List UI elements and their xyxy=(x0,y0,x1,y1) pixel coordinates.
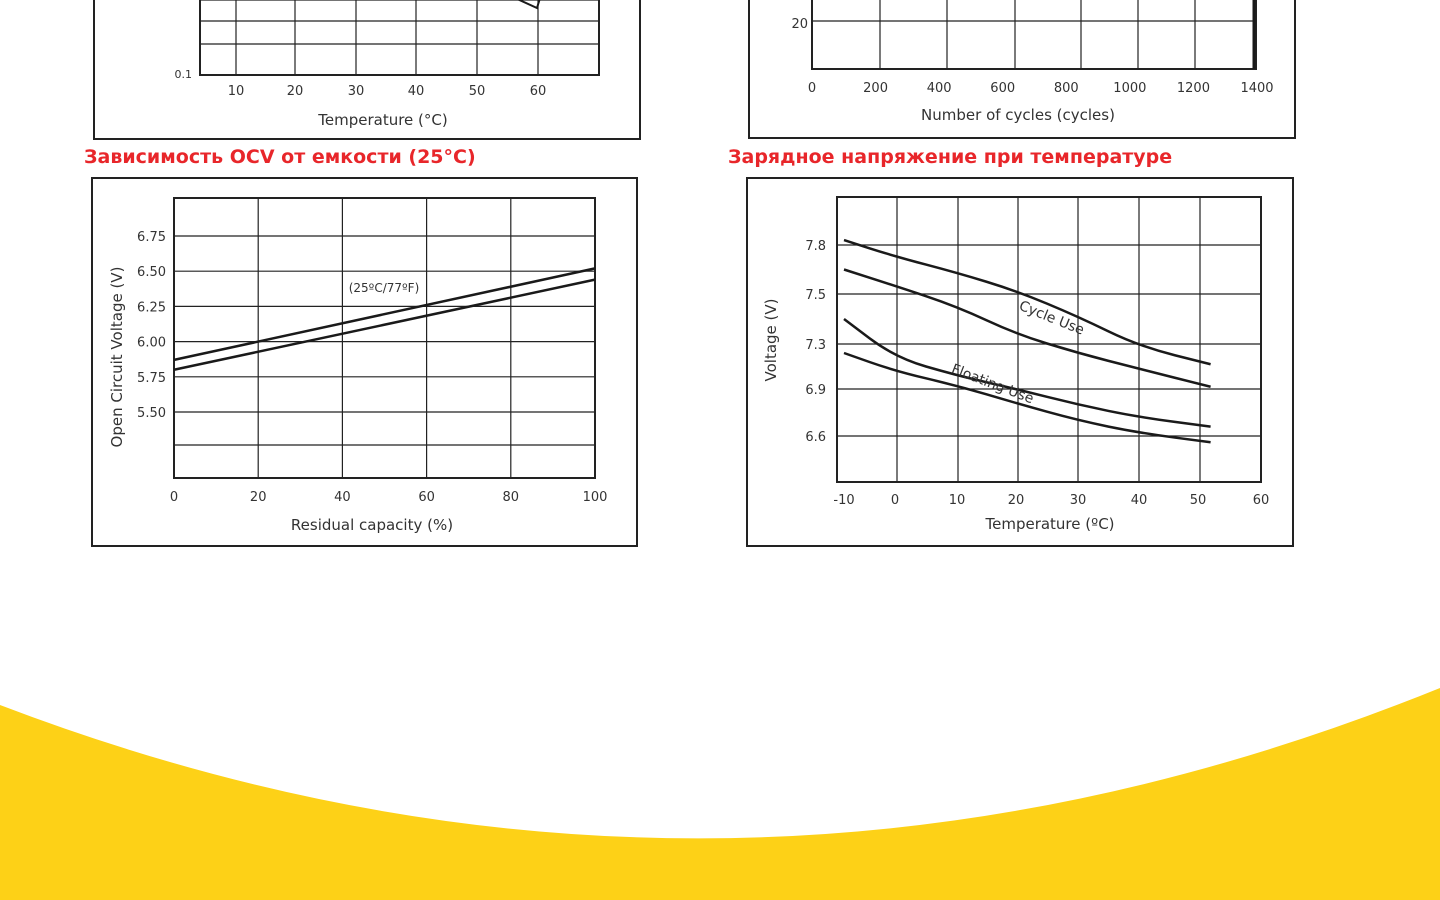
ocv-curve-1 xyxy=(173,267,596,362)
y-tick-label: 7.5 xyxy=(805,288,826,303)
curve-annotation: (25ºC/77ºF) xyxy=(349,281,420,295)
x-tick-label: 800 xyxy=(1054,81,1079,96)
y-tick-label: 20 xyxy=(791,17,808,32)
y-tick-label: 6.25 xyxy=(137,300,166,315)
x-tick-label: 60 xyxy=(418,490,435,505)
x-tick-label: 30 xyxy=(1070,493,1087,508)
x-tick-label: 80 xyxy=(503,490,520,505)
x-tick-label: 30 xyxy=(348,84,365,99)
y-axis-label: Open Circuit Voltage (V) xyxy=(108,267,126,448)
plot-border xyxy=(811,0,1257,70)
y-tick-label: 0.1 xyxy=(175,68,193,81)
x-axis-label: Temperature (°C) xyxy=(317,111,447,129)
temperature-chart: 10 20 30 40 50 60 0.1 Temperature (°C) xyxy=(175,0,600,129)
y-tick-label: 6.9 xyxy=(805,383,826,398)
x-tick-label: 0 xyxy=(808,81,816,96)
temperature-chart-frame xyxy=(93,0,641,140)
ocv-curve-2 xyxy=(173,278,596,371)
y-tick-label: 6.75 xyxy=(137,230,166,245)
plot-border xyxy=(836,196,1262,483)
voltage-curve-1 xyxy=(843,238,1211,366)
charge-voltage-chart: -10 0 10 20 30 40 50 60 6.6 6.9 7.3 7.5 7.8 Cycle Use… xyxy=(762,196,1270,533)
x-tick-label: 20 xyxy=(250,490,267,505)
y-tick-label: 6.00 xyxy=(137,336,166,351)
y-axis-label: Voltage (V) xyxy=(762,299,780,382)
x-tick-label: 20 xyxy=(1008,493,1025,508)
x-tick-label: 50 xyxy=(469,84,486,99)
x-axis-label: Temperature (ºC) xyxy=(984,515,1114,533)
y-tick-label: 7.8 xyxy=(805,239,826,254)
x-tick-label: 40 xyxy=(1131,493,1148,508)
x-tick-label: 0 xyxy=(170,490,178,505)
charge-voltage-chart-title: Зарядное напряжение при температуре xyxy=(728,146,1173,168)
x-tick-label: 1400 xyxy=(1240,81,1273,96)
x-tick-label: 10 xyxy=(228,84,245,99)
voltage-curve-3 xyxy=(843,318,1211,428)
x-tick-label: 60 xyxy=(530,84,547,99)
x-tick-label: 600 xyxy=(990,81,1015,96)
y-tick-label: 6.50 xyxy=(137,265,166,280)
plot-border xyxy=(173,197,596,479)
x-tick-label: 400 xyxy=(927,81,952,96)
ocv-chart-frame xyxy=(91,177,638,547)
x-axis-label: Number of cycles (cycles) xyxy=(921,106,1115,124)
x-tick-label: 100 xyxy=(583,490,608,505)
x-tick-label: 0 xyxy=(891,493,899,508)
x-tick-label: 40 xyxy=(334,490,351,505)
plot-border xyxy=(199,0,600,76)
x-tick-label: 10 xyxy=(949,493,966,508)
x-tick-label: 1200 xyxy=(1177,81,1210,96)
voltage-curve-2 xyxy=(843,268,1211,388)
y-tick-label: 5.75 xyxy=(137,371,166,386)
ocv-chart-title: Зависимость OCV от емкости (25°C) xyxy=(84,146,476,168)
x-tick-label: 200 xyxy=(863,81,888,96)
curve-label-cycle-use: Cycle Use xyxy=(1017,298,1087,339)
yellow-wave-shape xyxy=(0,688,1440,900)
x-tick-label: 40 xyxy=(408,84,425,99)
voltage-curve-4 xyxy=(843,351,1211,444)
ocv-capacity-chart: 0 20 40 60 80 100 5.50 5.75 6.00 6.25 6.50 6.75 (25º… xyxy=(108,197,608,534)
curve-fragment xyxy=(516,0,541,10)
y-tick-label: 7.3 xyxy=(805,338,826,353)
x-tick-label: 1000 xyxy=(1113,81,1146,96)
curve-label-floating-use: Floating Use xyxy=(949,361,1036,407)
y-tick-label: 6.6 xyxy=(805,430,826,445)
x-tick-label: -10 xyxy=(833,493,854,508)
x-tick-label: 20 xyxy=(287,84,304,99)
x-axis-label: Residual capacity (%) xyxy=(291,516,453,534)
x-tick-label: 60 xyxy=(1253,493,1270,508)
y-tick-label: 5.50 xyxy=(137,406,166,421)
x-tick-label: 50 xyxy=(1190,493,1207,508)
cycles-chart: 0 200 400 600 800 1000 1200 1400 20 Number of cyc… xyxy=(791,0,1274,124)
